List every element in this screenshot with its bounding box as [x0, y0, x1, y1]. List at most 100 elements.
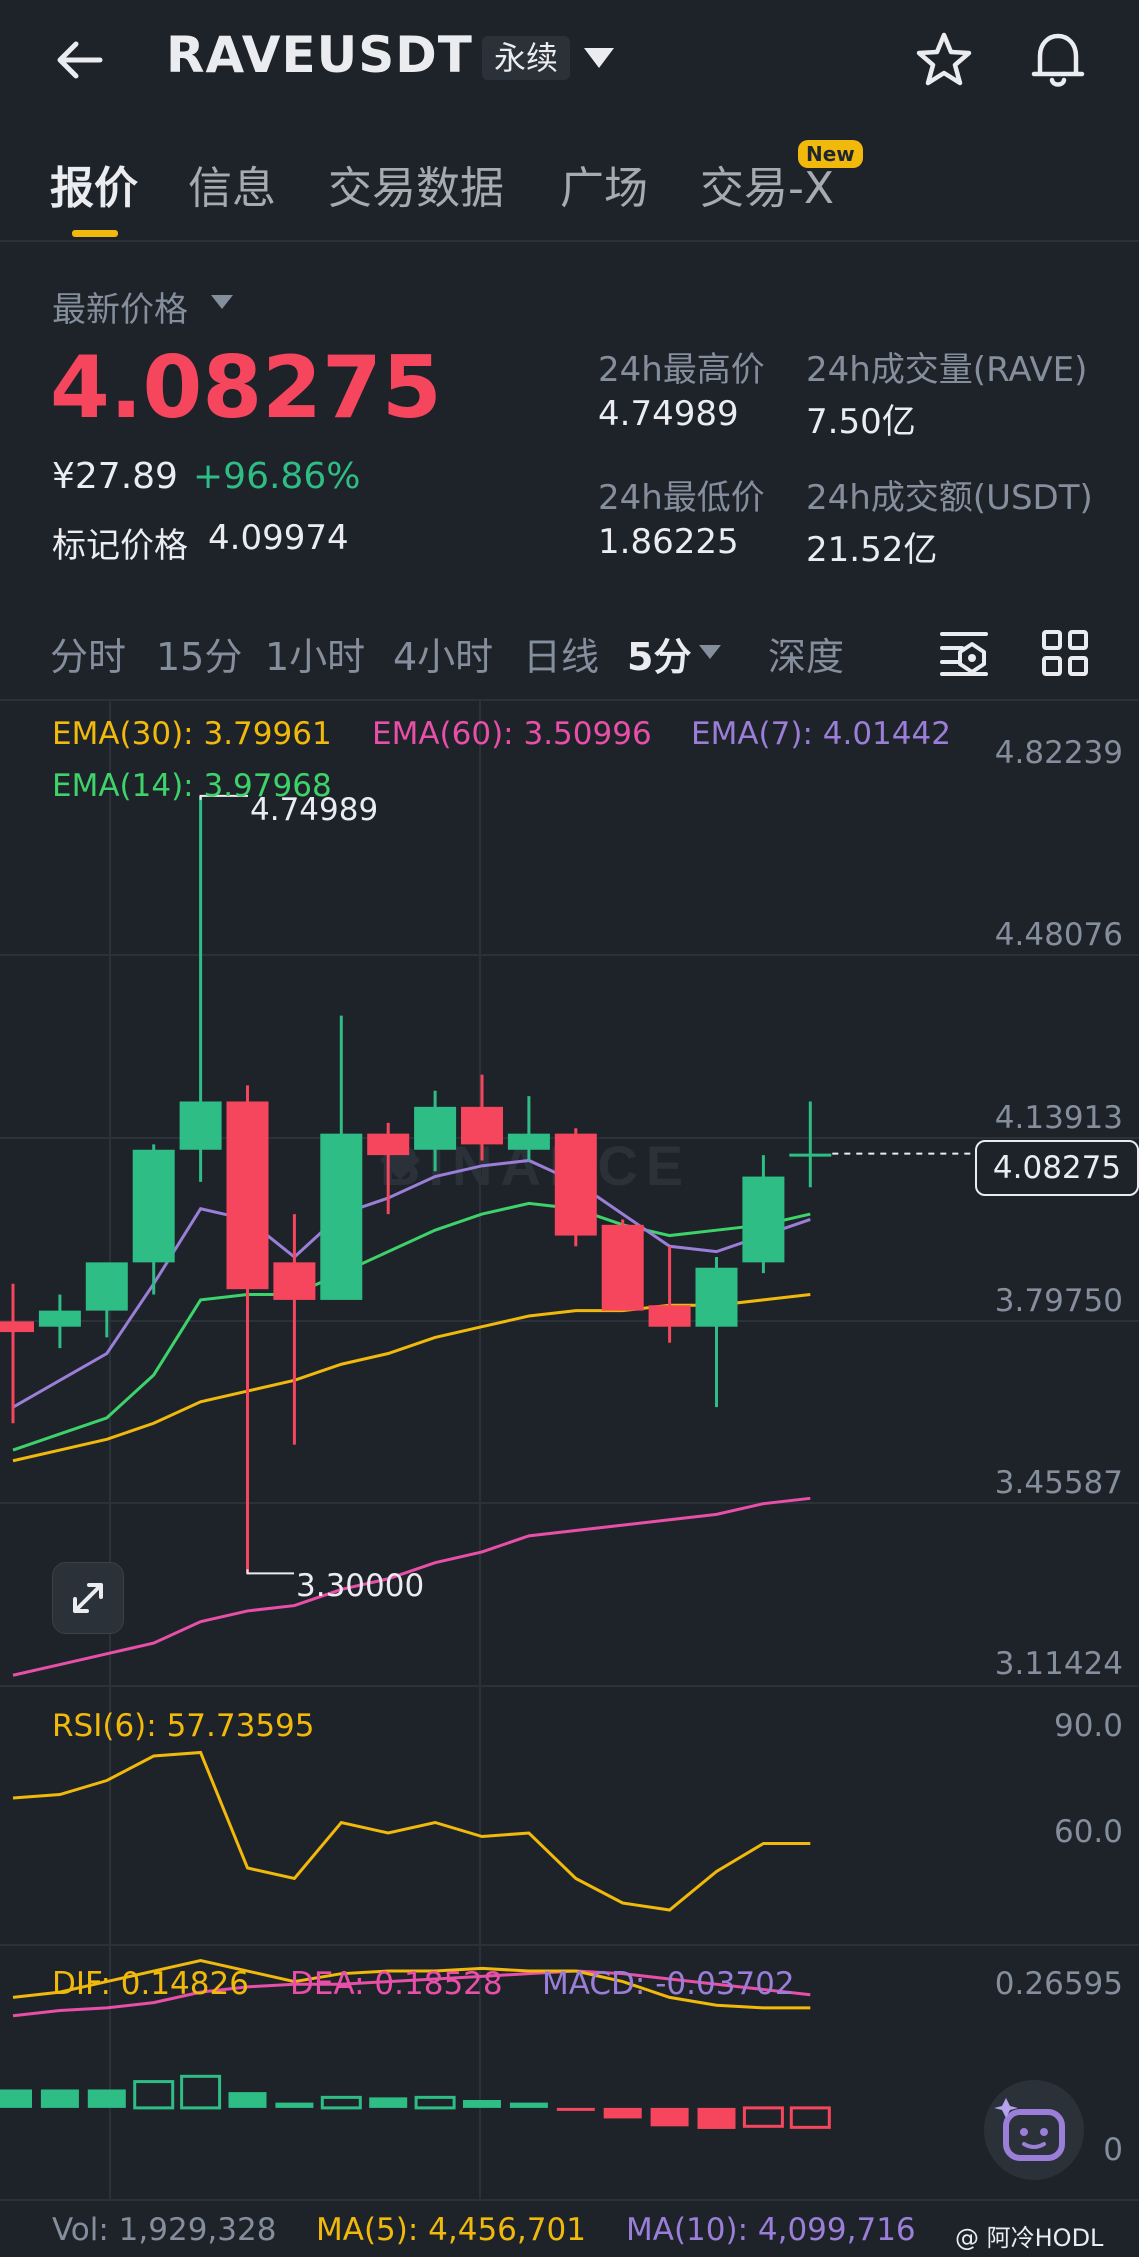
macd-legend: MACD: -0.03702 [542, 1966, 795, 2002]
star-icon[interactable] [914, 30, 974, 90]
current-price-tag: 4.08275 [975, 1140, 1139, 1196]
ema14-legend: EMA(14): 3.97968 [52, 768, 332, 804]
macd-histogram-bar [556, 2107, 595, 2111]
ema30-legend: EMA(30): 3.79961 [52, 716, 332, 752]
tab-info[interactable]: 信息 [188, 163, 276, 214]
price-change: +96.86% [193, 456, 361, 497]
candle-body [273, 1262, 316, 1300]
assistant-icon [994, 2098, 1065, 2161]
dea-line [12, 1969, 811, 2018]
timeframe-time[interactable]: 分时 [50, 635, 127, 679]
ma5-legend: MA(5): 4,456,701 [316, 2212, 586, 2248]
macd-histogram-bar [369, 2097, 408, 2108]
timeframe-caret-icon[interactable] [698, 644, 722, 660]
candle-body [132, 1149, 175, 1263]
price-tick: 4.13913 [994, 1100, 1123, 1136]
tab-trade-x[interactable]: 交易-X [700, 163, 835, 214]
cny-price: ¥27.89 [52, 456, 178, 497]
low-value: 1.86225 [598, 522, 739, 562]
price-type-selector[interactable]: 最新价格 [52, 290, 188, 330]
rsi-tick: 90.0 [1053, 1708, 1123, 1744]
candle-body [367, 1133, 410, 1156]
ema60-legend: EMA(60): 3.50996 [372, 716, 652, 752]
macd-histogram-bar [87, 2089, 126, 2108]
macd-histogram-bar [40, 2089, 79, 2108]
back-arrow-icon[interactable] [50, 30, 110, 90]
candle-body [789, 1153, 832, 1157]
ema7-line [12, 1158, 811, 1409]
candle-body [461, 1106, 503, 1145]
grid-layout-icon[interactable] [1042, 630, 1088, 676]
dif-line [12, 1958, 811, 2010]
price-tick: 4.48076 [994, 917, 1123, 953]
rsi-tick: 60.0 [1053, 1814, 1123, 1850]
macd-histogram-bar [0, 2089, 32, 2108]
timeframe-5m[interactable]: 5分 [627, 635, 692, 679]
candle-body [179, 1101, 222, 1150]
timeframe-day[interactable]: 日线 [523, 635, 600, 679]
candle-body [0, 1321, 34, 1333]
ema60-line [12, 1496, 811, 1677]
macd-histogram-bar [650, 2107, 689, 2127]
macd-tick: 0 [1103, 2132, 1123, 2168]
timeframe-1h[interactable]: 1小时 [265, 635, 366, 679]
credit-text: @ 阿冷HODL [955, 2224, 1104, 2252]
tab-trading-data[interactable]: 交易数据 [328, 163, 504, 214]
candle-body [695, 1267, 738, 1327]
high-marker-label: 4.74989 [250, 792, 379, 828]
ema30-line [12, 1293, 811, 1463]
macd-histogram-bar [228, 2092, 267, 2108]
macd-histogram-bar [742, 2106, 784, 2128]
candle-body [507, 1133, 550, 1150]
macd-histogram-bar [697, 2107, 736, 2129]
rsi-line [12, 1750, 811, 1912]
top-bar: RAVEUSDT 永续 [0, 0, 1139, 120]
low-label: 24h最低价 [598, 478, 765, 518]
tab-quote[interactable]: 报价 [50, 163, 138, 214]
high-marker-line [199, 794, 248, 800]
ma10-legend: MA(10): 4,099,716 [626, 2212, 916, 2248]
timeframe-4h[interactable]: 4小时 [393, 635, 494, 679]
low-marker-label: 3.30000 [296, 1568, 425, 1604]
main-tabs: 报价 信息 交易数据 广场 交易-X [0, 140, 1139, 242]
price-tick: 3.11424 [994, 1646, 1123, 1682]
macd-histogram-bar [320, 2095, 362, 2110]
volume-legend: Vol: 1,929,328 [52, 2212, 277, 2248]
symbol-title[interactable]: RAVEUSDT [166, 26, 473, 84]
new-badge: New [798, 140, 863, 168]
assistant-button[interactable] [984, 2080, 1084, 2180]
fullscreen-button[interactable] [52, 1562, 124, 1634]
turnover-label: 24h成交额(USDT) [806, 478, 1093, 518]
macd-histogram-bar [275, 2102, 314, 2108]
candle-body [226, 1101, 269, 1290]
macd-histogram-bar [509, 2102, 548, 2108]
volume-label: 24h成交量(RAVE) [806, 350, 1088, 390]
high-label: 24h最高价 [598, 350, 765, 390]
turnover-value: 21.52亿 [806, 530, 938, 570]
chevron-down-icon[interactable] [582, 46, 616, 70]
bell-icon[interactable] [1028, 28, 1088, 92]
candle-body [38, 1310, 81, 1327]
candle-body [554, 1133, 597, 1236]
timeframe-depth[interactable]: 深度 [768, 635, 845, 679]
macd-histogram-bar [603, 2107, 642, 2119]
macd-tick: 0.26595 [994, 1966, 1123, 2002]
volume-value: 7.50亿 [806, 402, 916, 442]
last-price: 4.08275 [50, 338, 442, 438]
macd-histogram-bar [463, 2100, 501, 2108]
macd-histogram-bar [789, 2106, 831, 2129]
candle-body [601, 1224, 644, 1311]
caret-down-icon[interactable] [210, 294, 234, 310]
price-tick: 3.79750 [994, 1283, 1123, 1319]
indicator-settings-icon[interactable] [940, 630, 990, 676]
ema7-legend: EMA(7): 4.01442 [691, 716, 951, 752]
mark-price-value: 4.09974 [208, 518, 349, 558]
active-tab-indicator [72, 230, 118, 237]
high-value: 4.74989 [598, 394, 739, 434]
expand-icon [73, 1583, 103, 1613]
candle-body [320, 1133, 363, 1300]
tab-square[interactable]: 广场 [560, 163, 648, 214]
macd-histogram-bar [133, 2080, 175, 2110]
timeframe-15m[interactable]: 15分 [156, 635, 243, 679]
